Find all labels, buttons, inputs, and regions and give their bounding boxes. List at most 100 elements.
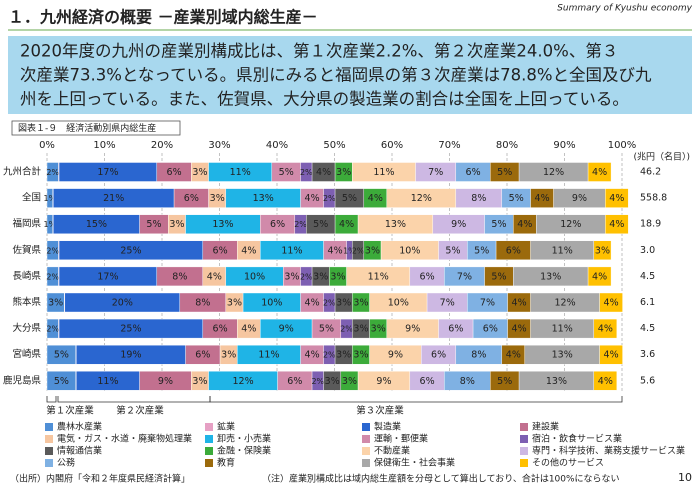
legend-label: 運輸・郵便業 — [374, 433, 428, 445]
x-tick-label: 70% — [438, 140, 460, 151]
x-tick-label: 40% — [266, 140, 288, 151]
value-label: 4% — [517, 219, 532, 230]
bar-segment — [599, 345, 623, 365]
value-label: 2% — [300, 168, 313, 177]
value-label: 3% — [325, 376, 340, 387]
figure-label: 図表１-９ 経済活動別県内総生産 — [18, 122, 156, 134]
bar-segment — [593, 318, 618, 339]
value-label: 6% — [420, 376, 435, 387]
value-label: 3% — [353, 298, 368, 309]
value-label: 6% — [483, 324, 498, 335]
value-label: 3% — [336, 167, 351, 178]
legend-swatch — [520, 435, 528, 443]
value-label: 2% — [46, 325, 59, 334]
value-label: 9% — [158, 376, 173, 387]
value-label: 5% — [146, 219, 161, 230]
value-label: 5% — [497, 376, 512, 387]
total-value: 46.2 — [640, 167, 661, 178]
legend-swatch — [205, 459, 213, 467]
legend-label: 専門・科学技術、業務支援サービス業 — [532, 445, 685, 457]
x-tick-label: 50% — [323, 140, 345, 151]
value-label: 4% — [609, 193, 624, 204]
value-label: 1% — [343, 246, 356, 255]
legend-label: 保健衛生・社会事業 — [374, 457, 455, 469]
legend-swatch — [205, 423, 213, 431]
value-label: 6% — [448, 324, 463, 335]
value-label: 25% — [120, 245, 141, 256]
value-label: 5% — [491, 271, 506, 282]
legend-swatch — [362, 423, 370, 431]
value-label: 10% — [261, 298, 282, 309]
category-label: 熊本県 — [12, 296, 41, 308]
total-value: 3.6 — [640, 349, 655, 360]
value-label: 6% — [506, 245, 521, 256]
value-label: 11% — [258, 350, 279, 361]
value-label: 9% — [279, 324, 294, 335]
x-tick-label: 0% — [39, 140, 55, 151]
legend-swatch — [362, 435, 370, 443]
value-label: 12% — [233, 376, 254, 387]
value-label: 9% — [451, 219, 466, 230]
value-label: 4% — [604, 298, 619, 309]
footnote: （注）産業別構成比は域内総生産額を分母として算出しており、合計は100%にならな… — [262, 473, 620, 485]
value-label: 2% — [300, 272, 313, 281]
summary-line: 州を上回っている。また、佐賀県、大分県の製造業の割合は全国を上回っている。 — [20, 90, 629, 109]
value-label: 3% — [342, 376, 357, 387]
value-label: 3% — [48, 298, 63, 309]
value-label: 10% — [244, 271, 265, 282]
value-label: 8% — [195, 298, 210, 309]
value-label: 5% — [313, 219, 328, 230]
value-label: 4% — [604, 350, 619, 361]
legend-swatch — [45, 447, 53, 455]
group-label: 第１次産業 — [46, 405, 94, 417]
value-label: 7% — [457, 271, 472, 282]
legend-label: 鉱業 — [217, 421, 235, 433]
total-value: 5.6 — [640, 375, 655, 386]
value-label: 5% — [497, 167, 512, 178]
value-label: 4% — [609, 219, 624, 230]
legend-swatch — [205, 435, 213, 443]
value-label: 6% — [213, 245, 228, 256]
value-label: 9% — [376, 376, 391, 387]
value-label: 20% — [112, 298, 133, 309]
value-label: 5% — [509, 193, 524, 204]
value-label: 6% — [466, 167, 481, 178]
value-label: 4% — [512, 324, 527, 335]
value-label: 3% — [353, 324, 368, 335]
legend-swatch — [205, 447, 213, 455]
value-label: 2% — [352, 246, 365, 255]
value-label: 8% — [471, 350, 486, 361]
value-label: 4% — [207, 271, 222, 282]
legend-label: その他のサービス — [532, 457, 604, 469]
value-label: 3% — [192, 167, 207, 178]
legend-label: 情報通信業 — [57, 445, 102, 457]
value-label: 4% — [506, 350, 521, 361]
value-label: 2% — [323, 194, 336, 203]
value-label: 4% — [241, 324, 256, 335]
legend-label: 農林水産業 — [57, 421, 102, 433]
x-tick-label: 80% — [496, 140, 518, 151]
value-label: 6% — [420, 271, 435, 282]
group-bracket — [57, 396, 211, 403]
value-label: 1% — [44, 220, 57, 229]
x-tick-label: 100% — [608, 140, 637, 151]
value-label: 12% — [560, 219, 581, 230]
value-label: 5% — [279, 167, 294, 178]
bar-segment — [593, 371, 618, 391]
value-label: 11% — [97, 376, 118, 387]
totals-header: (兆円（名目）) — [633, 151, 690, 163]
value-label: 11% — [373, 167, 394, 178]
value-label: 4% — [598, 324, 613, 335]
total-value: 18.9 — [640, 219, 661, 230]
value-label: 4% — [305, 350, 320, 361]
value-label: 3% — [371, 324, 386, 335]
value-label: 4% — [339, 219, 354, 230]
value-label: 13% — [212, 219, 233, 230]
total-value: 3.0 — [640, 245, 655, 256]
bar-segment — [605, 188, 629, 208]
value-label: 5% — [491, 219, 506, 230]
legend-swatch — [520, 447, 528, 455]
value-label: 3% — [330, 271, 345, 282]
legend-swatch — [362, 459, 370, 467]
value-label: 13% — [546, 376, 567, 387]
